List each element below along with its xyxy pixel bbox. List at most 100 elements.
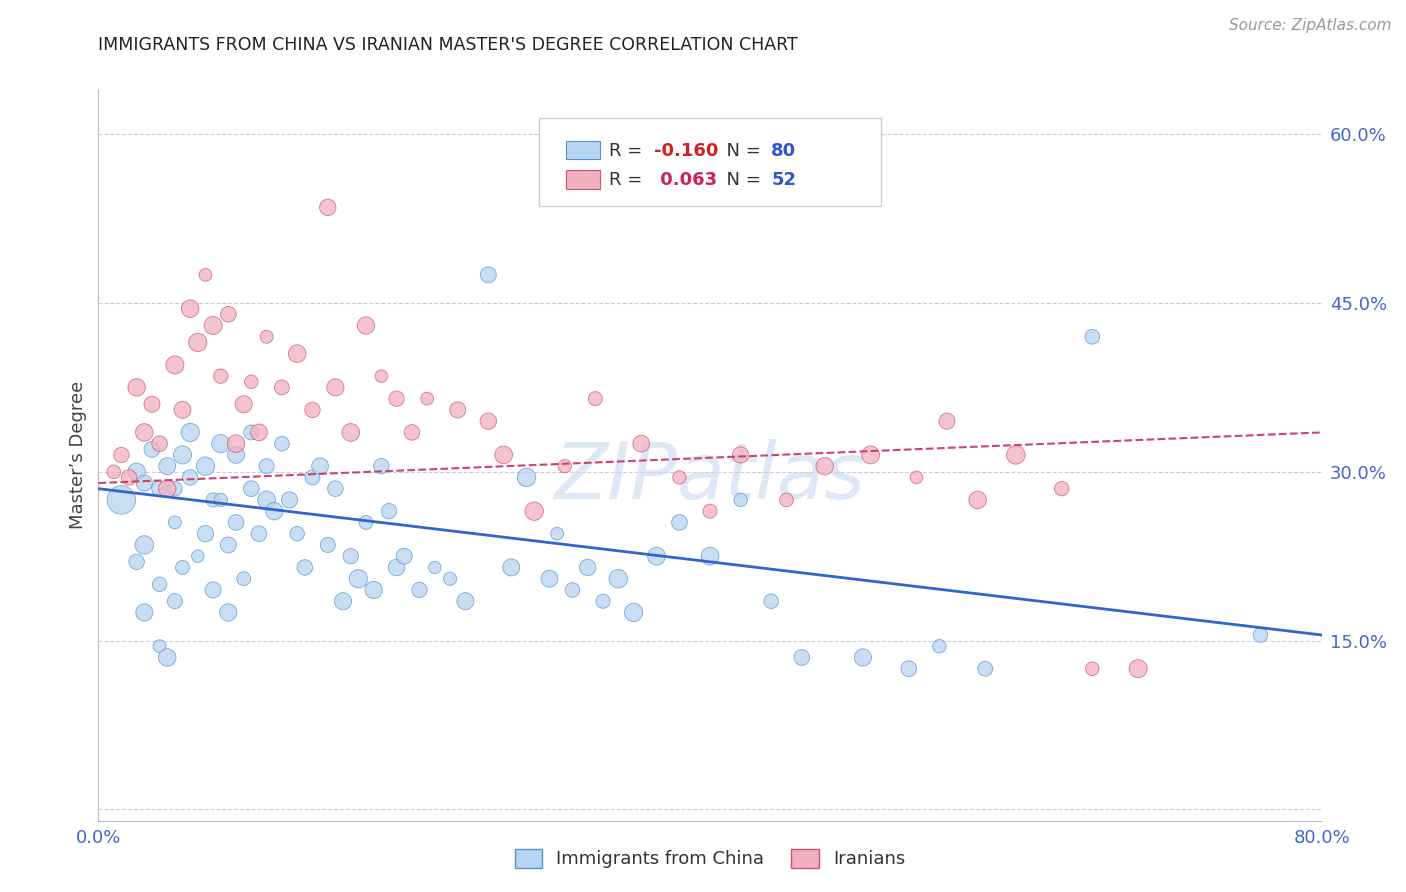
Point <box>285 346 308 360</box>
Point <box>583 392 606 406</box>
Point <box>301 470 323 484</box>
Y-axis label: Master’s Degree: Master’s Degree <box>69 381 87 529</box>
Point <box>163 516 186 530</box>
Point <box>202 318 225 333</box>
Point <box>125 465 148 479</box>
Point <box>759 594 782 608</box>
Point <box>897 662 920 676</box>
Point <box>118 470 141 484</box>
Point <box>790 650 813 665</box>
Point <box>775 492 797 507</box>
Text: 80: 80 <box>772 142 796 160</box>
Point <box>179 301 201 316</box>
Point <box>966 492 988 507</box>
FancyBboxPatch shape <box>538 119 882 206</box>
Text: 0.063: 0.063 <box>654 171 717 189</box>
Point <box>172 403 194 417</box>
Point <box>623 606 645 620</box>
Point <box>354 318 377 333</box>
Point <box>163 482 186 496</box>
Point <box>363 582 385 597</box>
Point <box>668 516 690 530</box>
Point <box>936 414 959 428</box>
Point <box>240 375 263 389</box>
Point <box>385 392 408 406</box>
Point <box>477 268 499 282</box>
Point <box>316 538 339 552</box>
Point <box>149 482 172 496</box>
Point <box>187 335 209 350</box>
Point <box>172 448 194 462</box>
FancyBboxPatch shape <box>565 141 600 160</box>
Point <box>179 470 201 484</box>
Point <box>194 459 217 474</box>
Point <box>852 650 875 665</box>
Point <box>339 549 361 564</box>
Point <box>516 470 538 484</box>
Point <box>378 504 401 518</box>
Point <box>492 448 515 462</box>
Point <box>103 465 125 479</box>
Point <box>423 560 446 574</box>
Point <box>270 380 292 394</box>
Text: Source: ZipAtlas.com: Source: ZipAtlas.com <box>1229 18 1392 33</box>
Point <box>209 492 232 507</box>
Point <box>217 307 239 321</box>
Point <box>554 459 576 474</box>
Point <box>538 572 561 586</box>
Point <box>309 459 332 474</box>
Point <box>408 582 430 597</box>
Point <box>325 380 347 394</box>
Point <box>232 397 254 411</box>
Point <box>370 369 392 384</box>
Point <box>163 594 186 608</box>
Point <box>125 380 148 394</box>
Point <box>194 526 217 541</box>
Text: -0.160: -0.160 <box>654 142 718 160</box>
Point <box>134 476 156 491</box>
Point <box>294 560 316 574</box>
Text: R =: R = <box>609 142 648 160</box>
Point <box>270 436 292 450</box>
Point <box>370 459 392 474</box>
Point <box>194 268 217 282</box>
Point <box>149 639 172 653</box>
Point <box>225 516 247 530</box>
Point <box>225 448 247 462</box>
Point <box>125 555 148 569</box>
Point <box>668 470 690 484</box>
Point <box>247 526 270 541</box>
Point <box>645 549 668 564</box>
Point <box>1004 448 1026 462</box>
Point <box>905 470 928 484</box>
Point <box>1081 330 1104 344</box>
Point <box>141 397 163 411</box>
Point <box>225 436 247 450</box>
Point <box>263 504 285 518</box>
Point <box>439 572 461 586</box>
Point <box>247 425 270 440</box>
Point <box>156 650 179 665</box>
Point <box>501 560 523 574</box>
Point <box>163 358 186 372</box>
Point <box>477 414 499 428</box>
Point <box>202 492 225 507</box>
FancyBboxPatch shape <box>565 170 600 189</box>
Point <box>416 392 439 406</box>
Point <box>110 448 132 462</box>
Point <box>278 492 301 507</box>
Point <box>699 549 721 564</box>
Point <box>332 594 354 608</box>
Point <box>202 582 225 597</box>
Point <box>325 482 347 496</box>
Point <box>240 425 263 440</box>
Text: N =: N = <box>714 171 766 189</box>
Point <box>576 560 599 574</box>
Point <box>1050 482 1073 496</box>
Point <box>285 526 308 541</box>
Point <box>354 516 377 530</box>
Point <box>240 482 263 496</box>
Text: IMMIGRANTS FROM CHINA VS IRANIAN MASTER'S DEGREE CORRELATION CHART: IMMIGRANTS FROM CHINA VS IRANIAN MASTER'… <box>98 36 799 54</box>
Point <box>347 572 370 586</box>
Point <box>859 448 882 462</box>
